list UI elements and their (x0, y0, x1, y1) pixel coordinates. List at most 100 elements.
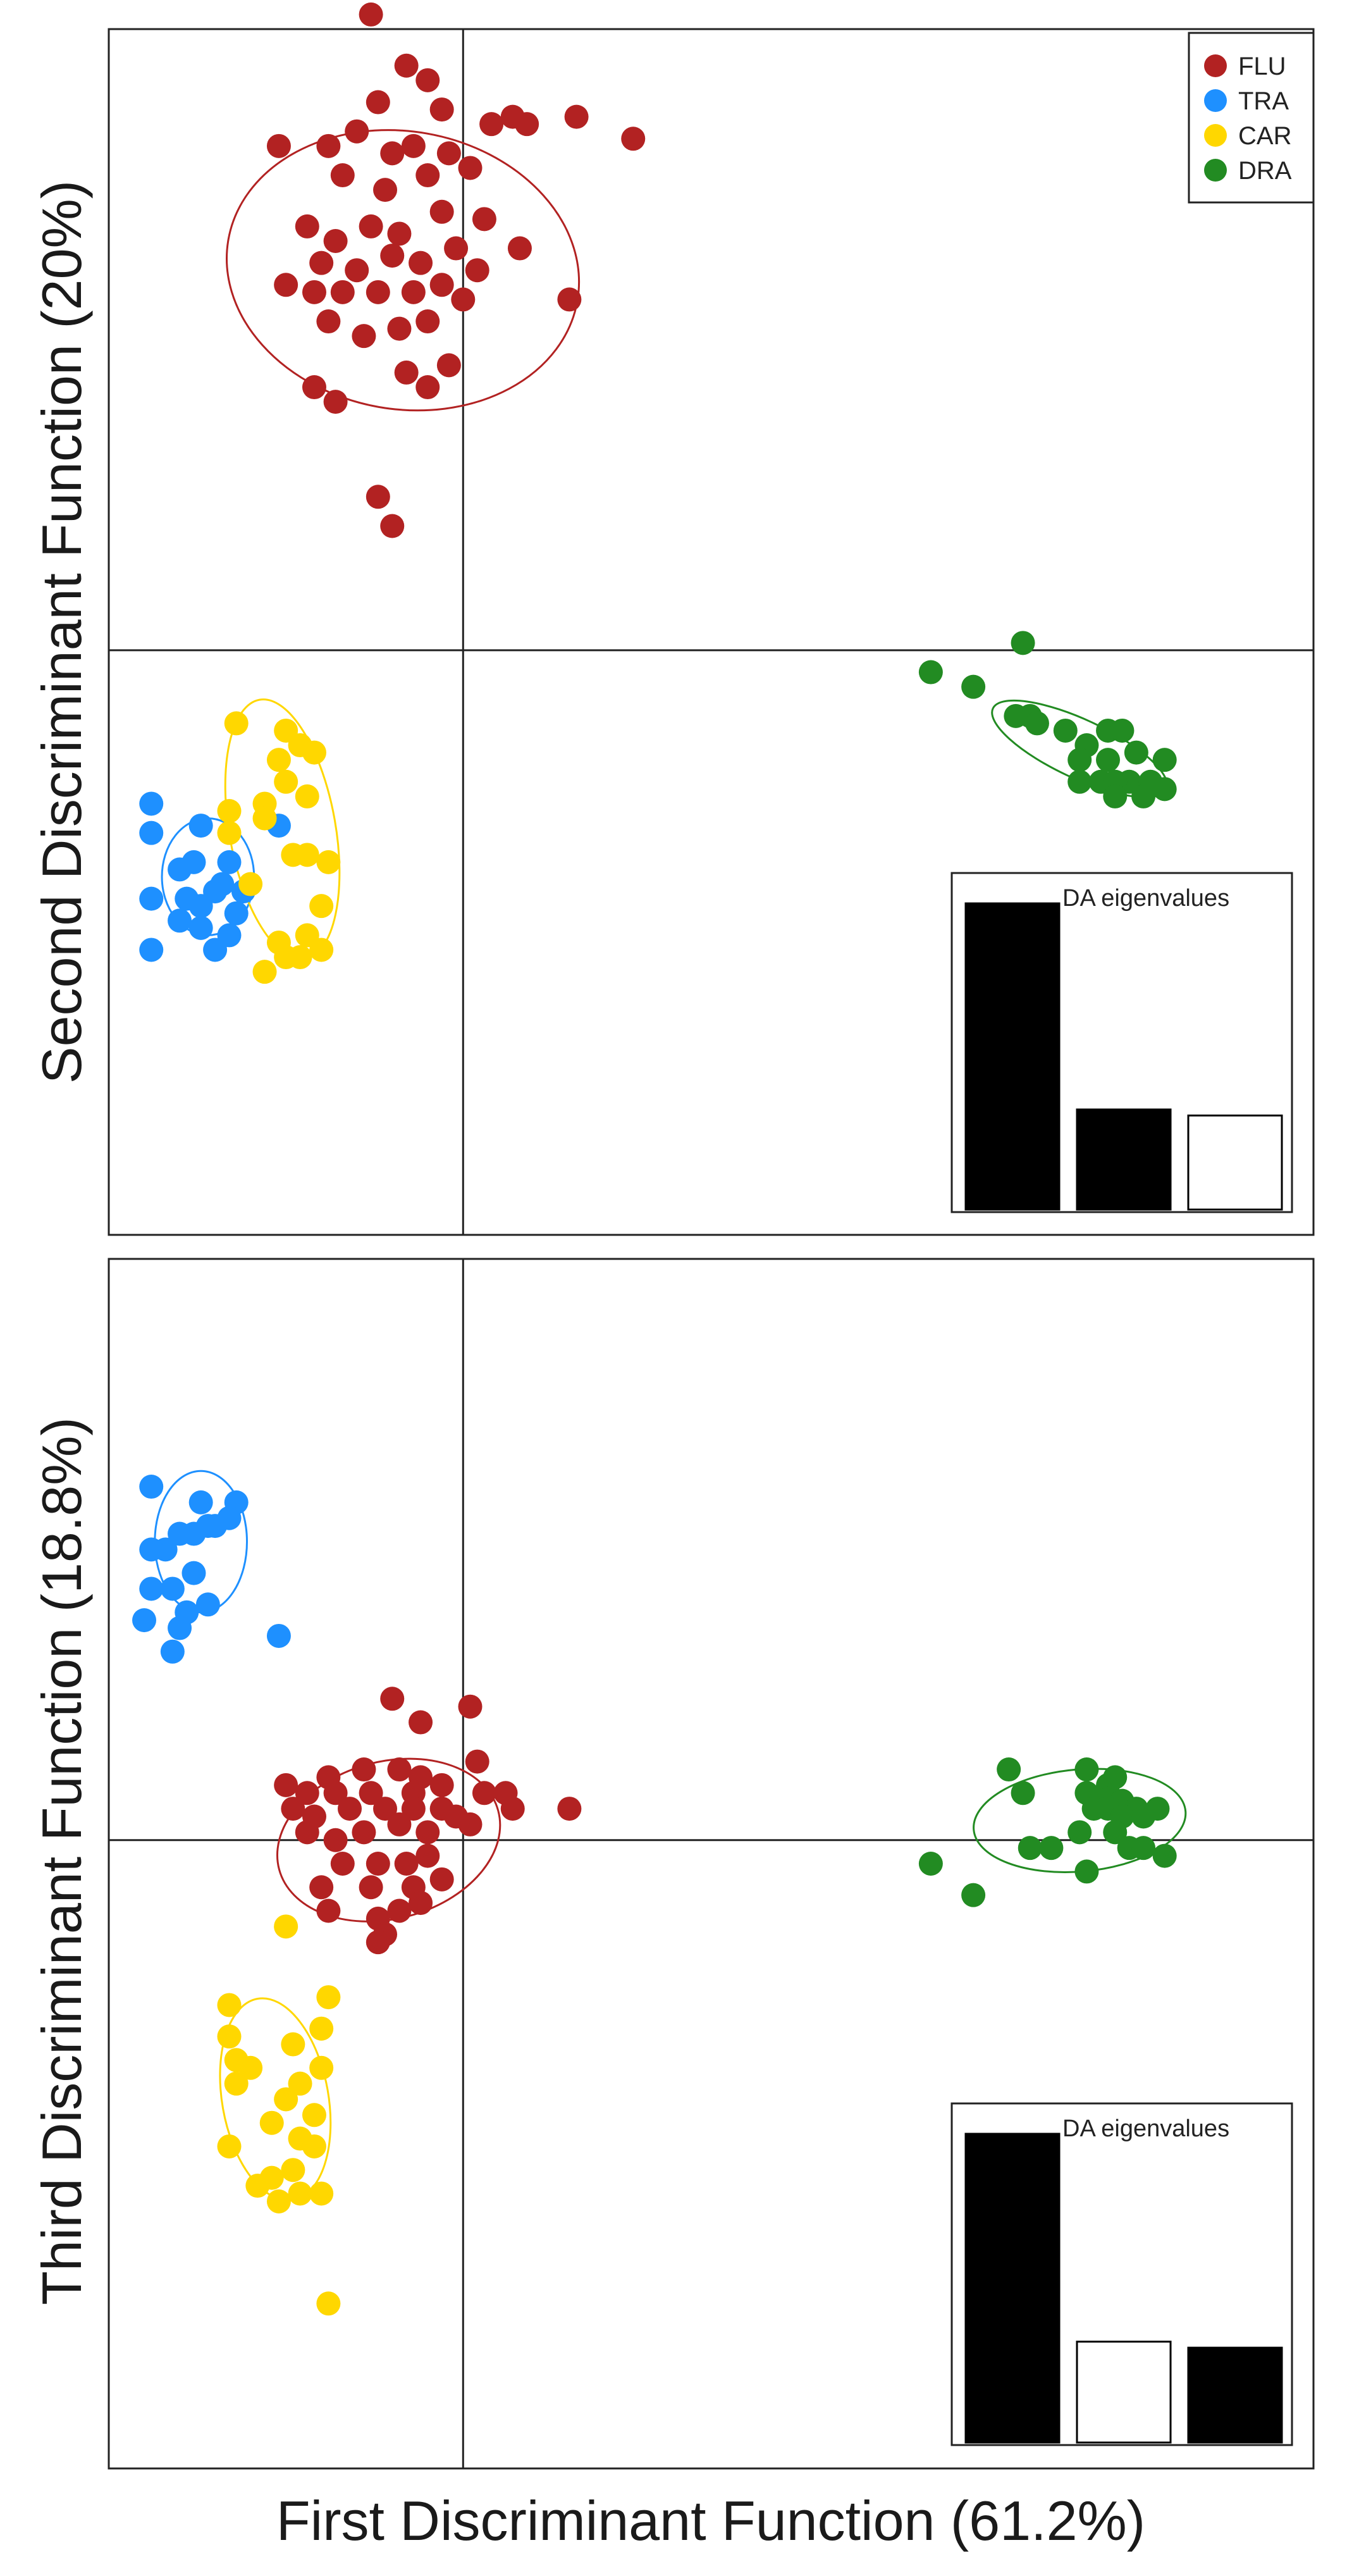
point-tra (160, 1639, 185, 1664)
point-dra (1018, 1836, 1042, 1861)
point-dra (1110, 718, 1135, 743)
point-flu (274, 1773, 298, 1797)
bottom-inset-title: DA eigenvalues (1062, 2115, 1229, 2142)
point-car (217, 1993, 242, 2017)
bottom-y-axis-title: Third Discriminant Function (18.8%) (30, 1417, 93, 2305)
eigenvalue-bar (1076, 2341, 1172, 2444)
point-flu (415, 309, 440, 334)
point-flu (557, 287, 582, 312)
point-dra (961, 1883, 986, 1907)
point-car (288, 2071, 312, 2096)
point-flu (621, 127, 646, 151)
point-car (309, 894, 334, 919)
point-flu (458, 1694, 483, 1719)
point-car (316, 1985, 341, 2010)
point-flu (387, 221, 412, 246)
top-crosshair (109, 29, 1313, 1235)
point-flu (380, 244, 405, 268)
point-flu (429, 1867, 454, 1892)
point-flu (302, 375, 326, 400)
legend-swatch-tra (1204, 89, 1227, 112)
point-flu (359, 1875, 383, 1900)
point-dra (1152, 1843, 1177, 1868)
point-flu (366, 90, 390, 115)
eigenvalue-bar (1187, 1114, 1283, 1211)
point-flu (380, 1687, 405, 1711)
point-dra (961, 674, 986, 699)
point-tra (168, 1521, 192, 1546)
point-flu (295, 214, 319, 238)
point-car (302, 2134, 326, 2158)
point-flu (409, 1710, 433, 1735)
bottom-eigenvalue-inset: DA eigenvalues (950, 2102, 1293, 2446)
point-dra (918, 1852, 943, 1876)
point-dra (1152, 777, 1177, 802)
point-flu (429, 199, 454, 224)
point-flu (359, 214, 383, 238)
point-flu (564, 104, 589, 129)
point-tra (195, 1592, 220, 1617)
point-flu (295, 1820, 319, 1845)
point-flu (380, 141, 405, 166)
point-tra (210, 872, 235, 896)
point-flu (366, 1930, 390, 1955)
point-tra (203, 1514, 228, 1539)
point-car (252, 806, 277, 831)
point-flu (429, 1773, 454, 1797)
point-flu (394, 360, 419, 385)
point-car (302, 740, 326, 765)
point-car (295, 843, 319, 867)
point-flu (409, 1891, 433, 1916)
point-flu (274, 273, 298, 297)
point-flu (401, 133, 426, 158)
point-flu (323, 228, 348, 253)
point-flu (387, 1812, 412, 1836)
point-flu (295, 1781, 319, 1805)
point-flu (373, 1797, 398, 1821)
top-eigenvalue-inset: DA eigenvalues (950, 872, 1293, 1213)
point-dra (1103, 1820, 1128, 1845)
bottom-panel: DA eigenvalues Third Discriminant Functi… (30, 1258, 1315, 2470)
point-flu (472, 1781, 496, 1805)
point-flu (345, 258, 369, 283)
point-flu (458, 156, 483, 180)
point-flu (316, 133, 341, 158)
point-dra (1039, 1836, 1064, 1861)
point-tra (188, 915, 213, 940)
point-tra (188, 1490, 213, 1514)
point-flu (401, 280, 426, 304)
point-flu (436, 141, 461, 166)
x-axis-title: First Discriminant Function (61.2%) (276, 2489, 1145, 2552)
point-dra (1053, 718, 1078, 743)
point-flu (352, 1820, 376, 1845)
point-car (238, 2055, 263, 2080)
point-flu (451, 287, 476, 312)
point-flu (387, 1898, 412, 1923)
point-tra (181, 850, 206, 874)
point-flu (387, 1757, 412, 1782)
point-flu (465, 258, 489, 283)
point-car (295, 784, 319, 808)
point-car (259, 2110, 284, 2135)
point-dra (1074, 1859, 1099, 1884)
point-dra (1067, 769, 1092, 794)
eigenvalue-bar (1076, 1108, 1172, 1211)
point-flu (409, 251, 433, 275)
point-dra (1024, 711, 1049, 736)
point-car (274, 1914, 298, 1939)
point-car (238, 872, 263, 896)
point-tra (139, 938, 164, 962)
point-flu (366, 485, 390, 509)
point-flu (429, 97, 454, 122)
point-car (274, 2087, 298, 2112)
point-flu (415, 1843, 440, 1868)
point-car (316, 2291, 341, 2316)
point-flu (366, 280, 390, 304)
point-flu (352, 1757, 376, 1782)
point-tra (139, 886, 164, 911)
point-car (217, 2024, 242, 2049)
point-flu (359, 1781, 383, 1805)
point-flu (345, 119, 369, 144)
point-car (309, 938, 334, 962)
